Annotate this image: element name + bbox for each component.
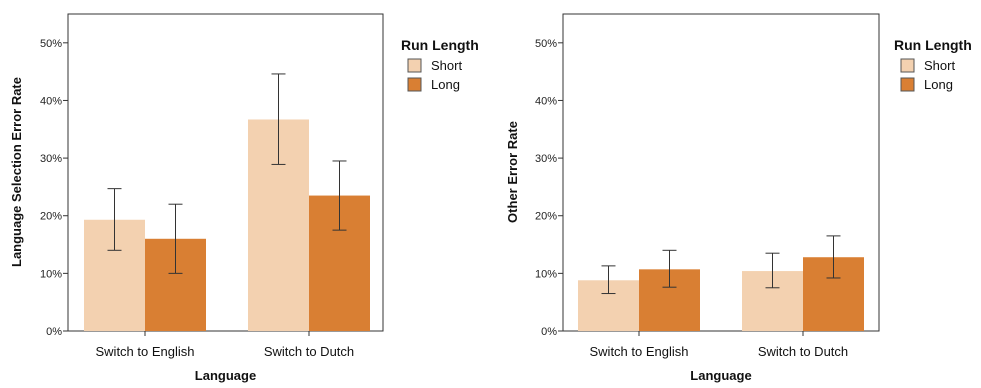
y-axis-title: Other Error Rate [505, 121, 520, 223]
legend: Run Length Short Long [401, 37, 479, 92]
x-tick-label: Switch to Dutch [264, 344, 354, 359]
legend-label-short: Short [924, 58, 955, 73]
x-tick-label: Switch to English [96, 344, 195, 359]
chart-2: 0% 10% 20% 30% 40% 50% Switch to English Switch… [505, 13, 972, 383]
y-tick-label: 30% [535, 153, 557, 165]
chart-1: 0% 10% 20% 30% 40% 50% Switch to English Switch… [9, 13, 479, 383]
x-tick-label: Switch to English [590, 344, 689, 359]
legend-swatch-short [900, 58, 915, 73]
plot-frame [67, 13, 384, 332]
y-tick-label: 20% [40, 211, 62, 223]
x-axis-title: Language [195, 368, 256, 383]
y-tick-label: 0% [541, 326, 557, 338]
y-axis-title: Language Selection Error Rate [9, 77, 24, 267]
legend-swatch-short [407, 58, 422, 73]
y-tick-label: 50% [40, 38, 62, 50]
legend-swatch-long [407, 77, 422, 92]
y-tick-label: 50% [535, 38, 557, 50]
legend-label-short: Short [431, 58, 462, 73]
x-tick-label: Switch to Dutch [758, 344, 848, 359]
y-tick-label: 0% [46, 326, 62, 338]
x-axis-title: Language [690, 368, 751, 383]
legend-title: Run Length [894, 37, 972, 53]
legend-swatch-long [900, 77, 915, 92]
y-tick-label: 40% [535, 95, 557, 107]
legend: Run Length Short Long [894, 37, 972, 92]
y-tick-label: 40% [40, 95, 62, 107]
plot-frame [562, 13, 880, 332]
y-tick-label: 10% [535, 268, 557, 280]
legend-label-long: Long [924, 77, 953, 92]
legend-title: Run Length [401, 37, 479, 53]
y-tick-label: 10% [40, 268, 62, 280]
legend-label-long: Long [431, 77, 460, 92]
y-tick-label: 30% [40, 153, 62, 165]
y-tick-label: 20% [535, 211, 557, 223]
